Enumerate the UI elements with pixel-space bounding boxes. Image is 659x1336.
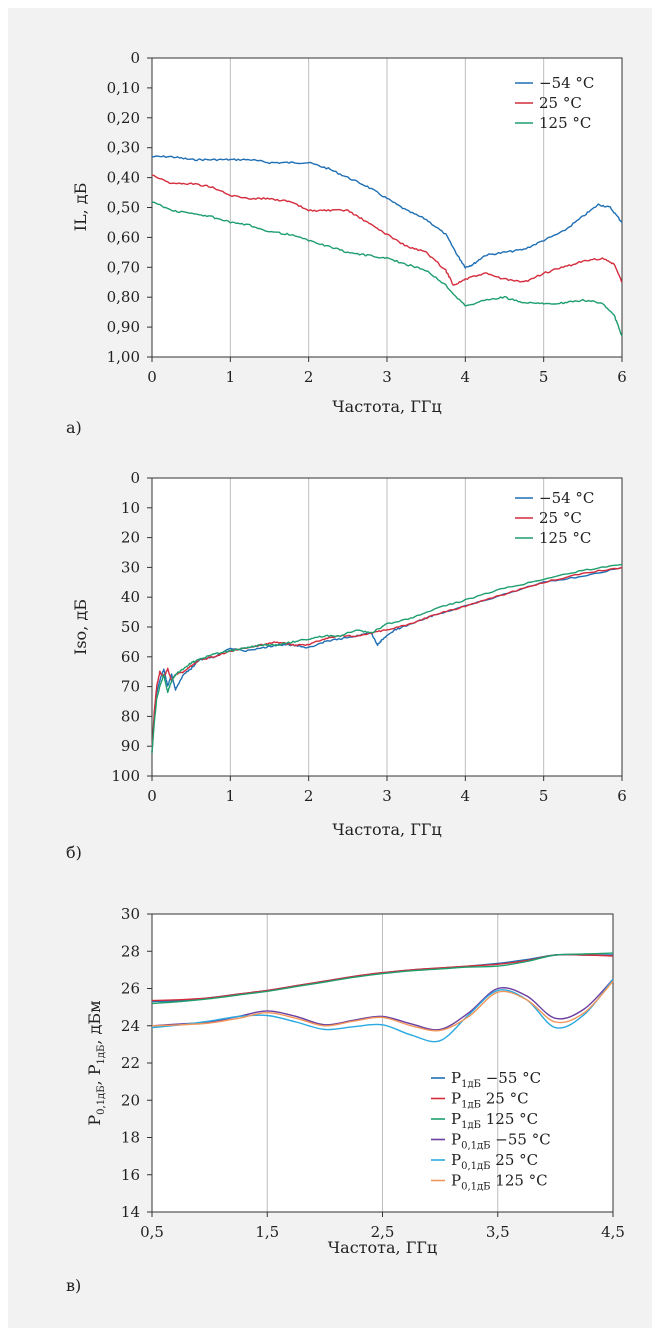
x-tick-label: 3 (382, 368, 392, 386)
y-tick-label: 20 (121, 529, 140, 547)
x-axis-label: Частота, ГГц (332, 820, 441, 839)
series-line-5 (151, 978, 614, 1043)
y-tick-label: 30 (121, 905, 140, 923)
legend-label: P0,1дБ −55 °C (451, 1131, 551, 1152)
chart-a-insertion-loss: 0 1 2 3 4 5 6 0 0,10 0,20 0,30 0,40 0,50 0,60 0,70 0,80… (71, 49, 627, 416)
y-tick-label: 1,00 (107, 348, 140, 366)
x-tick-label: 5 (539, 787, 549, 805)
y-tick-label: 100 (111, 767, 140, 785)
plot-frame (151, 477, 623, 777)
y-axis-label: IL, дБ (71, 183, 90, 232)
series-line-2 (151, 566, 623, 753)
plot-frame (151, 57, 623, 358)
y-tick-label: 0,50 (107, 199, 140, 217)
x-tick-label: 2,5 (371, 1223, 395, 1241)
y-tick-label: 90 (121, 737, 140, 755)
x-tick-label: 3 (382, 787, 392, 805)
x-tick-label: 3,5 (486, 1223, 510, 1241)
y-tick-label: 16 (121, 1166, 140, 1184)
legend-label: P0,1дБ 125 °C (451, 1172, 548, 1193)
x-axis-label: Частота, ГГц (332, 397, 441, 416)
legend-label: 25 °C (539, 94, 582, 112)
legend-label: −54 °C (539, 489, 594, 507)
y-tick-label: 0,10 (107, 79, 140, 97)
y-tick-label: 20 (121, 1091, 140, 1109)
legend-label: 125 °C (539, 529, 591, 547)
legend-label: P1дБ −55 °C (451, 1069, 541, 1090)
legend-label: P1дБ 25 °C (451, 1090, 529, 1111)
x-tick-label: 6 (617, 368, 627, 386)
x-axis-label: Частота, ГГц (328, 1238, 437, 1257)
series-line-3 (151, 952, 614, 1005)
y-tick-label: 70 (121, 678, 140, 696)
legend-label: P0,1дБ 25 °C (451, 1151, 538, 1172)
y-tick-label: 0,40 (107, 169, 140, 187)
x-tick-label: 4,5 (601, 1223, 625, 1241)
chart-c-compression-power: 0,5 1,5 2,5 3,5 4,5 14 16 18 20 22 24 26 28 30 P1дБ −5… (85, 905, 625, 1257)
panel-label-c: в) (66, 1276, 81, 1295)
legend-label: 125 °C (539, 114, 591, 132)
panel-label-b: б) (66, 843, 82, 862)
x-tick-label: 4 (461, 368, 471, 386)
x-tick-label: 2 (304, 787, 314, 805)
x-tick-label: 4 (461, 787, 471, 805)
x-tick-label: 1 (226, 368, 236, 386)
y-tick-label: 50 (121, 618, 140, 636)
panel-label-a: а) (66, 418, 82, 437)
x-tick-label: 0 (147, 787, 157, 805)
y-tick-label: 0,30 (107, 139, 140, 157)
y-tick-label: 28 (121, 942, 140, 960)
y-tick-label: 0,80 (107, 288, 140, 306)
y-tick-label: 30 (121, 558, 140, 576)
x-tick-label: 0 (147, 368, 157, 386)
y-tick-label: 60 (121, 648, 140, 666)
x-tick-label: 5 (539, 368, 549, 386)
series-line-6 (151, 980, 614, 1032)
series-line-3 (151, 563, 623, 753)
x-tick-label: 2 (304, 368, 314, 386)
x-tick-label: 1 (226, 787, 236, 805)
y-tick-label: 80 (121, 707, 140, 725)
y-tick-label: 0 (130, 469, 140, 487)
legend-label: −54 °C (539, 74, 594, 92)
x-tick-label: 0,5 (140, 1223, 164, 1241)
legend-label: P1дБ 125 °C (451, 1110, 538, 1131)
y-tick-label: 40 (121, 588, 140, 606)
plot-frame (151, 913, 614, 1213)
y-axis-label: P0,1дБ, P1дБ, дБм (85, 1000, 107, 1125)
y-tick-label: 18 (121, 1129, 140, 1147)
y-tick-label: 22 (121, 1054, 140, 1072)
y-tick-label: 14 (121, 1203, 140, 1221)
y-tick-label: 0,60 (107, 228, 140, 246)
series-line-1 (151, 155, 623, 269)
series-line-3 (151, 201, 623, 337)
y-tick-label: 0,70 (107, 258, 140, 276)
x-tick-label: 6 (617, 787, 627, 805)
y-axis-label: Iso, дБ (71, 599, 90, 655)
y-tick-label: 0 (130, 49, 140, 67)
y-tick-label: 24 (121, 1017, 140, 1035)
y-tick-label: 0,90 (107, 318, 140, 336)
y-tick-label: 26 (121, 980, 140, 998)
y-tick-label: 10 (121, 499, 140, 517)
series-line-2 (151, 174, 623, 286)
x-tick-label: 1,5 (255, 1223, 279, 1241)
y-tick-label: 0,20 (107, 109, 140, 127)
legend-label: 25 °C (539, 509, 582, 527)
